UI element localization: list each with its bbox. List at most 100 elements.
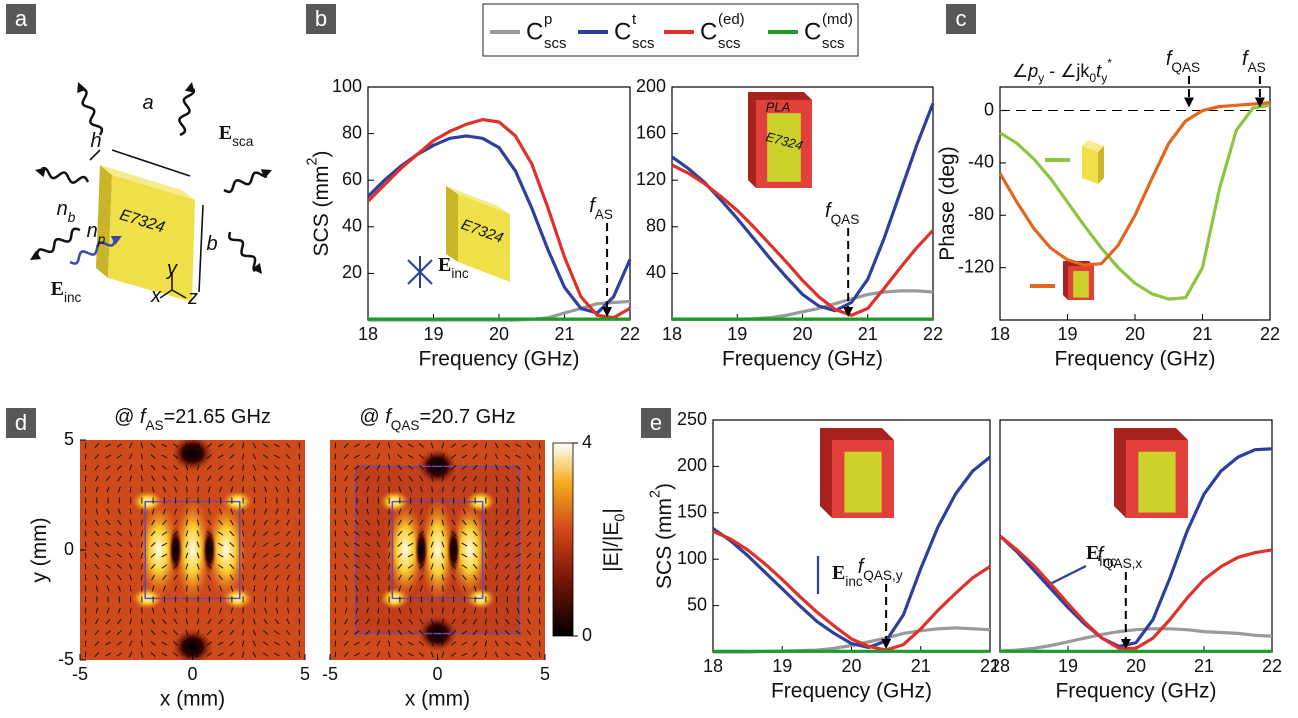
field-arrow [298, 629, 301, 636]
field-blob [206, 501, 247, 599]
x-tick-label: 18 [662, 324, 682, 344]
field-arrow [364, 443, 371, 448]
field-arrow [484, 519, 487, 526]
field-arrow [150, 443, 156, 448]
wave-arrow-head [251, 263, 262, 274]
field-arrow [484, 574, 487, 581]
inset-shape [820, 428, 894, 518]
field-arrow [116, 542, 123, 547]
axis-x [159, 289, 173, 299]
field-arrow [387, 541, 391, 548]
field-arrow [185, 574, 189, 581]
field-arrow [527, 618, 531, 625]
field-arrow [408, 519, 413, 526]
field-arrow [196, 464, 200, 471]
field-arrow [495, 585, 498, 592]
field-arrow [105, 519, 111, 526]
field-arrow [129, 618, 132, 625]
field-arrow [196, 563, 200, 570]
field-arrow [334, 563, 337, 570]
inset-shape [1114, 428, 1188, 518]
field-arrow [409, 508, 413, 515]
legend-label-sup: t [632, 11, 637, 28]
legend-label-sup: (ed) [718, 11, 745, 28]
field-arrow [494, 640, 499, 647]
field-arrow [484, 651, 488, 658]
field-arrow [172, 454, 179, 459]
field-arrow [495, 519, 498, 526]
field-arrow [230, 508, 234, 515]
field-arrow [140, 464, 143, 471]
y-tick-label: 60 [342, 169, 362, 189]
field-arrow [286, 574, 290, 581]
resonator-outline [355, 465, 520, 635]
y-axis-label-part: ) [653, 483, 676, 490]
field-arrow [407, 553, 414, 558]
field-arrow [173, 475, 178, 482]
field-arrow [151, 508, 155, 515]
annotation-label: fQAS [1166, 48, 1200, 74]
field-arrow [94, 453, 100, 460]
x-axis-label: Frequency (GHz) [771, 680, 932, 703]
field-arrow [388, 574, 391, 581]
field-arrow [252, 629, 257, 636]
field-arrow [264, 607, 268, 614]
field-arrow [285, 442, 291, 449]
y-tick-label: 100 [677, 548, 707, 568]
field-arrow [538, 552, 541, 559]
field-arrow [252, 541, 257, 548]
field-arrow [106, 508, 110, 515]
field-arrow [172, 641, 179, 646]
diagram-label-part: a [142, 92, 153, 114]
x-tick-label: 21 [858, 324, 878, 344]
field-arrow [116, 564, 122, 569]
field-arrow [354, 475, 360, 482]
chart-title-part: AS [145, 418, 163, 433]
field-arrow [274, 641, 280, 646]
field-arrow [285, 464, 291, 471]
field-arrow [241, 442, 245, 449]
x-axis-label: Frequency (GHz) [1055, 680, 1216, 703]
field-arrow [116, 652, 123, 657]
field-arrow [366, 607, 370, 614]
field-arrow [451, 618, 456, 625]
field-arrow [505, 574, 510, 581]
field-arrow [526, 629, 532, 636]
field-arrow [229, 443, 235, 448]
chart-title-part: QAS [391, 418, 420, 433]
field-arrow [262, 553, 269, 558]
inset-label: PLA [766, 99, 791, 114]
field-arrow [129, 475, 132, 482]
field-arrow [504, 465, 510, 470]
field-arrow [494, 464, 499, 471]
diagram-label-part: E [219, 122, 232, 144]
diagram-label-part: n [87, 220, 98, 242]
field-arrow [94, 541, 100, 548]
y-tick-label: -40 [968, 152, 994, 172]
field-arrow [173, 630, 179, 635]
field-arrow [344, 519, 348, 526]
field-arrow [94, 629, 100, 636]
field-arrow [161, 531, 168, 536]
field-arrow [407, 564, 414, 569]
field-arrow [275, 508, 279, 515]
field-arrow [430, 563, 434, 570]
field-arrow [264, 486, 268, 493]
inset-shape [1082, 146, 1098, 184]
field-arrow [408, 618, 413, 625]
x-tick-label: 22 [620, 324, 640, 344]
field-arrow [196, 651, 200, 658]
field-arrow [298, 552, 301, 559]
chart-title-part: =21.65 GHz [164, 406, 271, 428]
field-blob [450, 501, 490, 599]
field-arrow [388, 618, 391, 625]
field-arrow [298, 530, 301, 537]
field-arrow [274, 465, 280, 470]
annotation-arrowhead [843, 307, 854, 317]
field-arrow [409, 486, 413, 493]
diagram-label-part: inc [64, 290, 82, 305]
y-tick-label: -5 [58, 649, 74, 669]
field-arrow [185, 442, 189, 449]
field-arrow [334, 541, 337, 548]
field-arrow [504, 641, 511, 646]
